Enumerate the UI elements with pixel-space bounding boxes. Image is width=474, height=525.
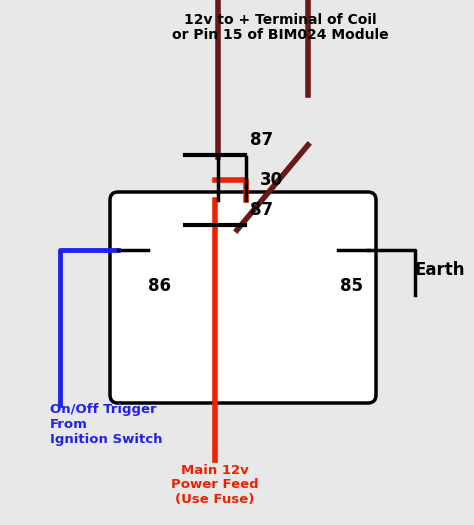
Text: 86: 86	[148, 277, 171, 295]
Text: 87: 87	[250, 131, 273, 149]
Text: or Pin 15 of BIM024 Module: or Pin 15 of BIM024 Module	[172, 28, 388, 42]
Text: 30: 30	[260, 171, 283, 189]
Text: 12v to + Terminal of Coil: 12v to + Terminal of Coil	[184, 13, 376, 27]
FancyBboxPatch shape	[110, 192, 376, 403]
Text: 85: 85	[340, 277, 363, 295]
Text: Main 12v
Power Feed
(Use Fuse): Main 12v Power Feed (Use Fuse)	[171, 464, 259, 507]
Text: On/Off Trigger
From
Ignition Switch: On/Off Trigger From Ignition Switch	[50, 404, 163, 446]
Text: 87: 87	[250, 201, 273, 219]
Text: Earth: Earth	[415, 261, 465, 279]
